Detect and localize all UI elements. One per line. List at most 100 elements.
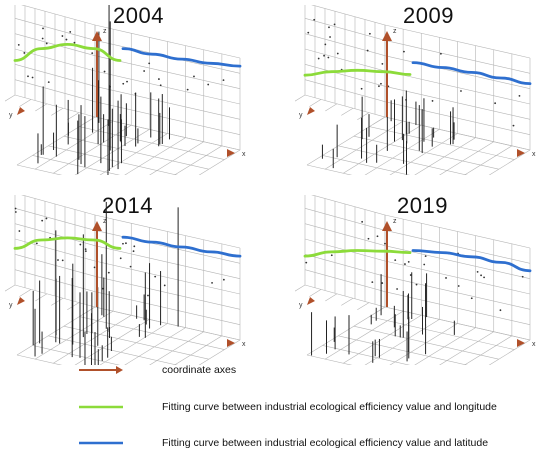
data-point [122, 82, 125, 85]
grid-line [304, 223, 386, 246]
data-point [129, 265, 132, 268]
data-point [14, 207, 17, 210]
grid-line [67, 112, 80, 121]
grid-line [364, 319, 440, 365]
legend-item-longitude: Fitting curve between industrial ecologi… [78, 399, 497, 415]
data-point [143, 70, 146, 72]
grid-line [343, 124, 422, 174]
x-axis-label: x [532, 341, 536, 348]
grid-line [94, 276, 241, 310]
grid-line [343, 314, 422, 364]
grid-line [304, 18, 386, 41]
grid-line [94, 291, 241, 325]
y-axis-label: y [9, 112, 13, 119]
sample-stems [37, 5, 171, 175]
grid-line [94, 70, 241, 105]
longitude-fit-curve [303, 249, 412, 258]
grid-line [463, 335, 513, 365]
grid-line [173, 145, 223, 175]
grid-line [124, 327, 186, 365]
grid-line [53, 314, 132, 364]
z-axis-arrow-icon [382, 31, 392, 41]
data-point [329, 36, 331, 38]
data-point [512, 124, 515, 127]
data-point [222, 278, 225, 281]
longitude-fit-curve [303, 68, 412, 77]
data-point [57, 259, 59, 261]
grid-line [173, 335, 223, 365]
legend: coordinate axes Fitting curve between in… [78, 362, 538, 452]
data-point [186, 88, 189, 91]
data-point [61, 259, 64, 262]
data-point [368, 32, 371, 35]
data-point [333, 23, 336, 26]
grid-line [304, 269, 386, 292]
grid-walls [5, 195, 241, 365]
data-point [378, 85, 380, 88]
grid-line [51, 107, 64, 116]
data-point [367, 237, 370, 240]
grid-line [16, 164, 63, 175]
trend-panel-2019: 2019 z x y [295, 193, 545, 365]
grid-line [414, 327, 476, 365]
grid-line [304, 284, 386, 308]
z-axis-label: z [393, 28, 397, 35]
grid-line [5, 284, 16, 292]
data-point [415, 283, 418, 286]
data-point [313, 18, 316, 21]
data-point [45, 217, 48, 220]
data-point [27, 75, 29, 78]
grid-line [304, 94, 386, 118]
grid-line [311, 5, 386, 26]
grid-line [94, 306, 241, 341]
grid-line [353, 135, 499, 170]
grid-line [5, 94, 16, 102]
panel-year-label: 2014 [102, 193, 153, 218]
grid-line [364, 129, 440, 175]
grid-line [306, 306, 386, 356]
grid-line [306, 164, 353, 175]
data-point [122, 242, 124, 245]
data-point [476, 270, 479, 273]
grid-line [488, 149, 531, 175]
grid-line [304, 64, 386, 87]
x-axis-label: x [242, 341, 246, 348]
data-point [494, 102, 497, 105]
longitude-fit-curve [13, 42, 122, 62]
data-point [324, 43, 327, 46]
grid-line [338, 335, 468, 365]
coordinate-axes: z x y [9, 218, 246, 348]
grid-walls [295, 5, 531, 175]
grid-line [35, 293, 48, 302]
trend-plot-3d: z x y [295, 5, 536, 175]
data-point [207, 83, 210, 86]
data-point [457, 285, 460, 287]
grid-line [99, 133, 168, 175]
grid-line [384, 230, 531, 264]
data-point [91, 52, 94, 55]
projection-points [305, 220, 524, 312]
grid-line [341, 107, 354, 116]
data-point [307, 31, 310, 34]
longitude-fit-curve [13, 236, 122, 250]
z-axis-label: z [393, 218, 397, 225]
grid-line [83, 306, 96, 315]
data-point [31, 76, 34, 79]
data-point [107, 271, 110, 274]
data-point [222, 79, 225, 82]
grid-line [14, 79, 96, 102]
grid-line [384, 55, 531, 89]
data-point [403, 50, 405, 53]
data-point [65, 38, 68, 41]
z-axis-label: z [103, 28, 107, 35]
data-point [409, 274, 412, 276]
trend-panel-2009: 2009 z x y [295, 3, 545, 175]
grid-line [295, 94, 306, 102]
data-point [381, 282, 384, 284]
grid-line [306, 354, 353, 365]
grid-line [21, 195, 96, 216]
grid-line [353, 325, 499, 360]
grid-line [14, 33, 96, 56]
data-point [361, 220, 364, 223]
grid-line [369, 316, 515, 350]
